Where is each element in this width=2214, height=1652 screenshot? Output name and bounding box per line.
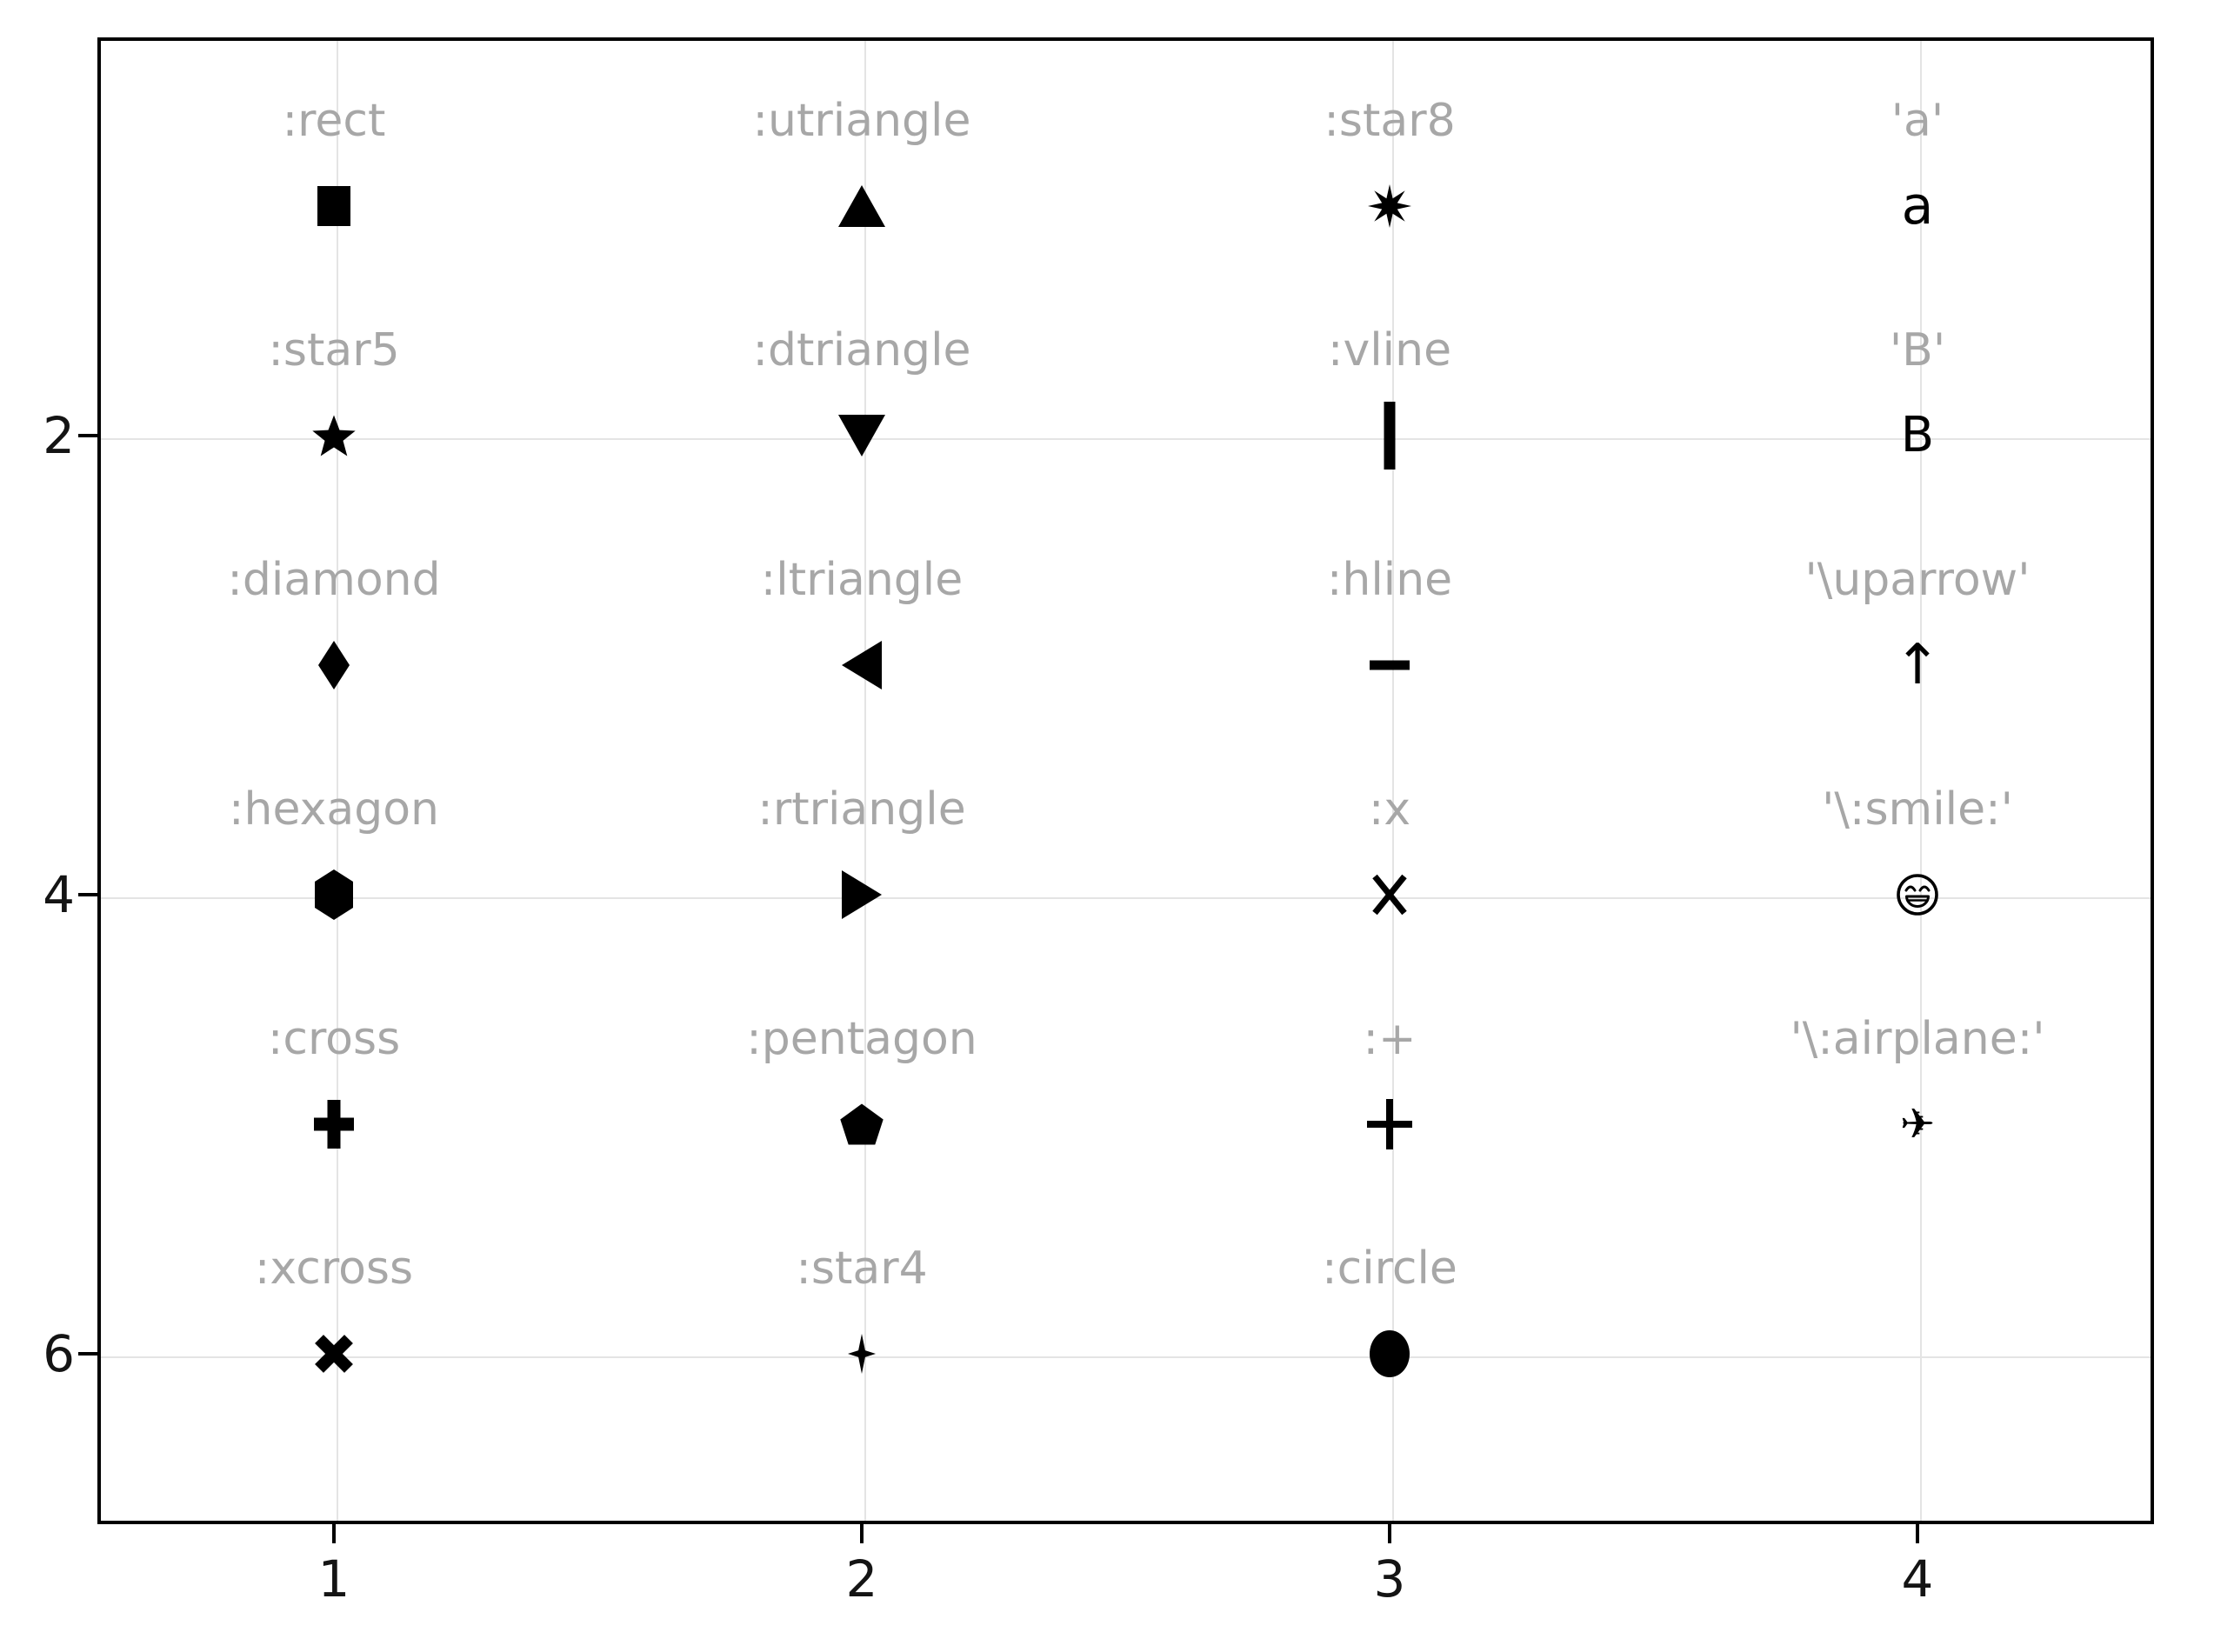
- gridline-y-4: [101, 897, 2151, 899]
- point-label-diamond: :diamond: [227, 554, 441, 606]
- marker-char-a-icon: a: [1901, 176, 1934, 236]
- point-label-hexagon: :hexagon: [229, 783, 439, 836]
- y-tick-4: [78, 893, 97, 896]
- marker-star4-icon: [848, 1334, 876, 1374]
- point-label-star5: :star5: [268, 324, 400, 376]
- marker-hline-icon: [1370, 660, 1410, 670]
- marker-char-✈-icon: ✈: [1899, 1100, 1936, 1149]
- y-tick-label-6: 6: [43, 1324, 75, 1383]
- point-label-hline: :hline: [1326, 554, 1453, 606]
- gridline-x-3: [1392, 41, 1394, 1521]
- point-label-dtriangle: :dtriangle: [752, 324, 971, 376]
- marker-x-icon: [1370, 872, 1409, 917]
- x-tick-label-2: 2: [845, 1549, 878, 1609]
- marker-diamond-icon: [318, 641, 350, 689]
- y-tick-label-2: 2: [43, 406, 75, 465]
- point-label-pentagon: :pentagon: [746, 1013, 977, 1065]
- point-label-utriangle: :utriangle: [752, 95, 971, 147]
- point-label-char-✈: '\:airplane:': [1790, 1013, 2045, 1065]
- point-label-star8: :star8: [1324, 95, 1456, 147]
- point-label-plus: :+: [1363, 1013, 1417, 1065]
- marker-utriangle-icon: [838, 185, 885, 227]
- x-tick-3: [1388, 1524, 1391, 1543]
- x-tick-label-4: 4: [1901, 1549, 1934, 1609]
- point-label-star4: :star4: [796, 1242, 928, 1295]
- marker-char-↑-icon: ↑: [1894, 633, 1941, 697]
- gridline-x-2: [864, 41, 866, 1521]
- marker-rect-icon: [317, 186, 350, 226]
- marker-hexagon-icon: [315, 869, 353, 920]
- point-label-char-B: 'B': [1889, 324, 1946, 376]
- point-label-rect: :rect: [282, 95, 386, 147]
- marker-char-B-icon: B: [1900, 407, 1935, 463]
- x-tick-1: [332, 1524, 336, 1543]
- gridline-x-4: [1920, 41, 1922, 1521]
- point-label-char-a: 'a': [1891, 95, 1944, 147]
- point-label-xcross: :xcross: [254, 1242, 414, 1295]
- marker-ltriangle-icon: [842, 641, 882, 689]
- marker-xcross-icon: [312, 1332, 356, 1376]
- y-tick-2: [78, 434, 97, 437]
- marker-dtriangle-icon: [838, 415, 885, 456]
- y-tick-6: [78, 1352, 97, 1356]
- point-label-rtriangle: :rtriangle: [757, 783, 966, 836]
- point-label-char-↑: '\uparrow': [1804, 554, 2031, 606]
- point-label-x: :x: [1368, 783, 1411, 836]
- marker-rtriangle-icon: [842, 870, 882, 919]
- x-tick-4: [1916, 1524, 1919, 1543]
- marker-smile-icon: [1895, 872, 1940, 917]
- x-tick-label-1: 1: [317, 1549, 350, 1609]
- marker-vline-icon: [1384, 402, 1396, 470]
- marker-star8-icon: [1368, 184, 1411, 228]
- x-tick-label-3: 3: [1373, 1549, 1406, 1609]
- point-label-ltriangle: :ltriangle: [760, 554, 964, 606]
- plot-area: [97, 37, 2154, 1524]
- point-label-circle: :circle: [1322, 1242, 1457, 1295]
- marker-star5-icon: [311, 415, 357, 456]
- point-label-smile: '\:smile:': [1822, 783, 2013, 836]
- marker-cross-icon: [314, 1100, 354, 1149]
- x-tick-2: [860, 1524, 864, 1543]
- gridline-x-1: [337, 41, 338, 1521]
- point-label-cross: :cross: [267, 1013, 401, 1065]
- marker-plus-icon: [1367, 1099, 1412, 1149]
- marker-pentagon-icon: [840, 1103, 884, 1145]
- gridline-y-6: [101, 1356, 2151, 1358]
- gridline-y-2: [101, 438, 2151, 440]
- y-tick-label-4: 4: [43, 865, 75, 924]
- marker-circle-icon: [1370, 1330, 1410, 1377]
- point-label-vline: :vline: [1327, 324, 1452, 376]
